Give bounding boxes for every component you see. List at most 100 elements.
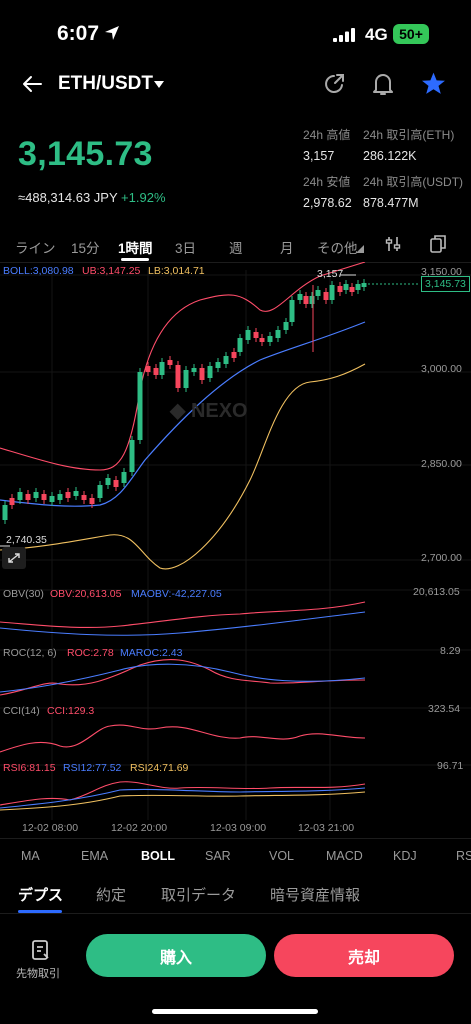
candle-body bbox=[105, 478, 111, 485]
rsi12-line bbox=[0, 787, 366, 809]
ind-ema[interactable]: EMA bbox=[81, 849, 109, 863]
section-active-indicator bbox=[18, 910, 62, 913]
ind-boll[interactable]: BOLL bbox=[141, 849, 176, 863]
candle-body bbox=[129, 440, 135, 472]
bell-icon[interactable] bbox=[371, 71, 395, 97]
candle-body bbox=[349, 287, 355, 292]
candle-body bbox=[223, 356, 229, 364]
boll-value: BOLL:3,080.98 bbox=[3, 265, 74, 277]
favorite-star-icon[interactable] bbox=[421, 71, 446, 96]
ind-ma[interactable]: MA bbox=[21, 849, 40, 863]
candle-body bbox=[33, 492, 39, 498]
tab-week[interactable]: 週 bbox=[229, 241, 243, 256]
pair-title[interactable]: ETH/USDT bbox=[58, 73, 153, 94]
ind-kdj[interactable]: KDJ bbox=[393, 849, 417, 863]
tab-line[interactable]: ライン bbox=[15, 241, 56, 256]
upper-band bbox=[0, 262, 366, 471]
share-icon[interactable] bbox=[322, 72, 346, 96]
candle-body bbox=[361, 283, 367, 287]
candle-body bbox=[253, 332, 259, 338]
lower-band bbox=[0, 363, 366, 570]
caret-down-icon[interactable] bbox=[153, 80, 165, 90]
obv-name: OBV(30) bbox=[3, 588, 44, 600]
price-tick-3: 2,850.00 bbox=[421, 458, 462, 470]
roc-line bbox=[0, 659, 366, 696]
status-time: 6:07 bbox=[57, 22, 100, 45]
candle-body bbox=[167, 360, 173, 365]
lb-value: LB:3,014.71 bbox=[148, 265, 205, 277]
location-arrow-icon bbox=[105, 26, 119, 40]
vol-usdt-label: 24h 取引高(USDT) bbox=[363, 175, 464, 189]
signal-icon bbox=[333, 28, 355, 42]
candle-body bbox=[175, 365, 181, 388]
candle-body bbox=[81, 495, 87, 500]
settings-sliders-icon[interactable] bbox=[384, 235, 402, 253]
candle-body bbox=[207, 366, 213, 378]
candle-body bbox=[297, 294, 303, 300]
tab-more[interactable]: その他 bbox=[317, 241, 358, 256]
more-caret-icon[interactable] bbox=[356, 245, 364, 253]
high-label: 24h 高値 bbox=[303, 128, 351, 142]
candle-body bbox=[57, 494, 63, 500]
tab-1h[interactable]: 1時間 bbox=[118, 241, 153, 256]
tab-15m[interactable]: 15分 bbox=[71, 241, 100, 256]
rsi6-value: RSI6:81.15 bbox=[3, 762, 56, 774]
sell-button[interactable]: 売却 bbox=[274, 934, 454, 977]
network-type: 4G bbox=[365, 25, 388, 44]
tab-depth[interactable]: デプス bbox=[18, 887, 64, 904]
candle-body bbox=[237, 338, 243, 352]
tab-month[interactable]: 月 bbox=[280, 241, 294, 256]
ub-value: UB:3,147.25 bbox=[82, 265, 141, 277]
price-change: +1.92% bbox=[121, 190, 166, 205]
candle-body bbox=[231, 352, 237, 358]
high-value: 3,157 bbox=[303, 149, 335, 163]
candle-body bbox=[49, 496, 55, 502]
obv-line bbox=[0, 601, 366, 629]
roc-axis-top: 8.29 bbox=[440, 645, 461, 657]
indicator-panels bbox=[0, 601, 366, 811]
middle-band bbox=[0, 321, 366, 507]
candle-body bbox=[97, 485, 103, 498]
candle-body bbox=[191, 368, 197, 372]
candle-body bbox=[275, 330, 281, 338]
ind-rs[interactable]: RS bbox=[456, 849, 471, 863]
ind-macd[interactable]: MACD bbox=[326, 849, 363, 863]
tab-trade-data[interactable]: 取引データ bbox=[161, 887, 237, 904]
candle-body bbox=[245, 330, 251, 340]
back-arrow-icon[interactable] bbox=[20, 72, 44, 96]
time-tick-4: 12-03 21:00 bbox=[298, 822, 355, 834]
candle-body bbox=[153, 368, 159, 375]
candle-body bbox=[303, 296, 309, 304]
tab-asset-info[interactable]: 暗号資産情報 bbox=[270, 887, 361, 904]
candle-body bbox=[309, 296, 315, 304]
low-label: 24h 安値 bbox=[303, 175, 351, 189]
candle-body bbox=[9, 498, 15, 505]
futures-icon[interactable] bbox=[30, 939, 52, 961]
candle-body bbox=[159, 362, 165, 375]
low-value: 2,978.62 bbox=[303, 196, 352, 210]
candle-body bbox=[137, 372, 143, 440]
candle-body bbox=[73, 491, 79, 496]
vol-eth-label: 24h 取引高(ETH) bbox=[363, 128, 455, 142]
maroc-value: MAROC:2.43 bbox=[120, 647, 183, 659]
candle-body bbox=[355, 284, 361, 290]
candle-body bbox=[329, 285, 335, 300]
ind-sar[interactable]: SAR bbox=[205, 849, 231, 863]
candle-body bbox=[289, 300, 295, 322]
copy-icon[interactable] bbox=[429, 234, 447, 254]
divider bbox=[0, 262, 471, 263]
tab-trades[interactable]: 約定 bbox=[96, 887, 127, 904]
futures-label[interactable]: 先物取引 bbox=[16, 968, 60, 980]
expand-chart-icon[interactable] bbox=[2, 547, 26, 569]
rsi-axis-top: 96.71 bbox=[437, 760, 464, 772]
candle-body bbox=[121, 472, 127, 483]
candle-body bbox=[41, 494, 47, 500]
tab-3d[interactable]: 3日 bbox=[175, 241, 197, 256]
price-chart[interactable]: ◆ NEXO bbox=[0, 262, 471, 842]
time-tick-2: 12-02 20:00 bbox=[111, 822, 168, 834]
buy-button[interactable]: 購入 bbox=[86, 934, 266, 977]
ind-vol[interactable]: VOL bbox=[269, 849, 295, 863]
candle-body bbox=[267, 336, 273, 342]
maobv-line bbox=[0, 611, 366, 636]
price-tick-2: 3,000.00 bbox=[421, 363, 462, 375]
